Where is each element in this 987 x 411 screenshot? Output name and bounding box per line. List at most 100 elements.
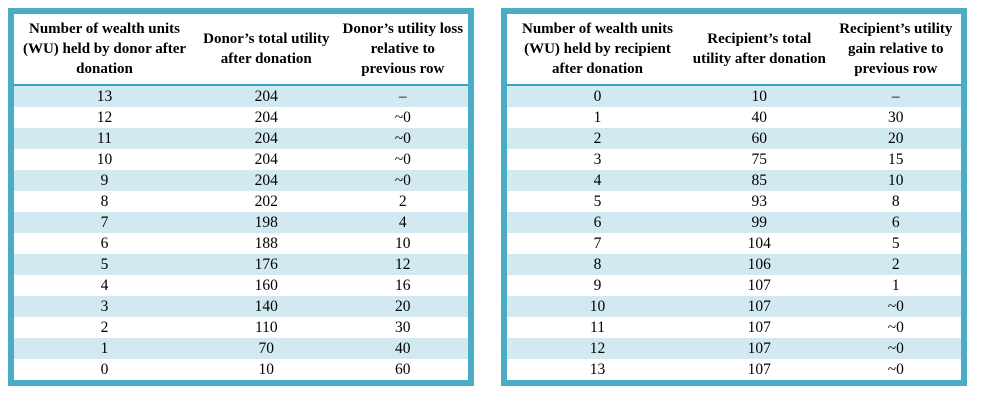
table-cell: 140 [254, 298, 278, 315]
table-cell: 10 [96, 151, 113, 168]
table-cell: ~0 [394, 109, 411, 126]
table-cell: 8 [100, 193, 109, 210]
table-row: 6 99 6 [504, 212, 964, 233]
table-cell: 188 [254, 235, 278, 252]
table-cell: 60 [751, 130, 768, 147]
donor-table-body: 13 204–12 204 ~0 11 204 ~0 10 204 ~0 9 204 ~0 8 202 2 7 1… [11, 85, 471, 383]
table-cell: 4 [593, 172, 602, 189]
table-cell: 16 [395, 277, 411, 294]
table-cell: 13 [589, 361, 606, 378]
table-cell: 2 [398, 193, 407, 210]
table-cell: 93 [751, 193, 768, 210]
table-row: 10 204 ~0 [11, 149, 471, 170]
table-row: 0 10 – [504, 85, 964, 107]
table-cell: 3 [593, 151, 602, 168]
table-cell: ~0 [394, 130, 411, 147]
table-cell: 4 [100, 277, 109, 294]
table-cell: 85 [751, 172, 768, 189]
table-row: 12 204 ~0 [11, 107, 471, 128]
table-cell: 107 [747, 298, 771, 315]
table-row: 1 70 40 [11, 338, 471, 359]
table-cell: 202 [254, 193, 278, 210]
table-cell: 204 [254, 151, 278, 168]
table-row: 0 10 60 [11, 359, 471, 383]
table-cell: 107 [747, 340, 771, 357]
table-row: 4 85 10 [504, 170, 964, 191]
table-cell: 6 [100, 235, 109, 252]
table-cell: 8 [891, 193, 900, 210]
table-cell: 7 [100, 214, 109, 231]
table-cell: 1 [593, 109, 602, 126]
table-row: 11 204 ~0 [11, 128, 471, 149]
table-cell: 60 [395, 361, 411, 378]
table-cell: 9 [593, 277, 602, 294]
column-header-recipient-total-utility: Recipient’s total utility after donation [688, 11, 831, 85]
recipient-table-header: Number of wealth units (WU) held by reci… [504, 11, 964, 85]
table-cell: 13 [96, 88, 113, 105]
table-cell: 104 [747, 235, 771, 252]
table-row: 5 93 8 [504, 191, 964, 212]
table-cell: 99 [751, 214, 768, 231]
table-cell: 5 [891, 235, 900, 252]
table-row: 5 176 12 [11, 254, 471, 275]
table-cell: 2 [100, 319, 109, 336]
table-cell: 1 [100, 340, 109, 357]
table-row: 1 40 30 [504, 107, 964, 128]
table-cell: 30 [395, 319, 411, 336]
table-cell: 12 [96, 109, 113, 126]
table-row: 13 107 ~0 [504, 359, 964, 383]
table-cell: 107 [747, 277, 771, 294]
table-cell: 20 [888, 130, 904, 147]
table-cell: 11 [590, 319, 605, 336]
donor-table: Number of wealth units (WU) held by dono… [8, 8, 474, 386]
table-row: 7 198 4 [11, 212, 471, 233]
table-cell: 9 [100, 172, 109, 189]
table-row: 10 107 ~0 [504, 296, 964, 317]
table-cell: 10 [258, 361, 275, 378]
table-cell: 106 [747, 256, 771, 273]
table-cell: 10 [751, 88, 768, 105]
table-cell: 110 [254, 319, 278, 336]
table-cell: 30 [888, 109, 904, 126]
table-cell: ~0 [887, 319, 904, 336]
recipient-table-body: 0 10–1 40 30 2 60 20 3 75 15 4 85 10 5 93 8 6 99 6 7 104 5 8 10… [504, 85, 964, 383]
table-cell: 107 [747, 319, 771, 336]
table-cell: 204 [254, 130, 278, 147]
tables-container: Number of wealth units (WU) held by dono… [8, 8, 967, 386]
table-cell: 204 [254, 172, 278, 189]
table-row: 6 188 10 [11, 233, 471, 254]
table-cell: 11 [97, 130, 112, 147]
table-row: 9 204 ~0 [11, 170, 471, 191]
donor-header-row: Number of wealth units (WU) held by dono… [11, 11, 471, 85]
table-cell: 2 [891, 256, 900, 273]
table-cell: 1 [891, 277, 900, 294]
recipient-table: Number of wealth units (WU) held by reci… [501, 8, 967, 386]
table-cell: 198 [254, 214, 278, 231]
recipient-header-row: Number of wealth units (WU) held by reci… [504, 11, 964, 85]
table-cell: 204 [254, 109, 278, 126]
table-cell: ~0 [394, 151, 411, 168]
table-cell: 40 [751, 109, 768, 126]
table-cell: 10 [888, 172, 904, 189]
table-row: 4 160 16 [11, 275, 471, 296]
table-cell: 5 [100, 256, 109, 273]
table-cell: 12 [395, 256, 411, 273]
table-row: 9 107 1 [504, 275, 964, 296]
table-cell: 15 [888, 151, 904, 168]
table-row: 3 75 15 [504, 149, 964, 170]
table-cell: – [891, 88, 900, 105]
table-cell: 12 [589, 340, 606, 357]
table-row: 7 104 5 [504, 233, 964, 254]
table-cell: ~0 [887, 340, 904, 357]
table-cell: 40 [395, 340, 411, 357]
table-cell: 0 [593, 88, 602, 105]
table-cell: 5 [593, 193, 602, 210]
table-cell: 2 [593, 130, 602, 147]
table-row: 8 106 2 [504, 254, 964, 275]
table-row: 8 202 2 [11, 191, 471, 212]
column-header-recipient-utility-gain: Recipient’s utility gain relative to pre… [830, 11, 964, 85]
column-header-donor-total-utility: Donor’s total utility after donation [195, 11, 338, 85]
table-cell: 0 [100, 361, 109, 378]
table-cell: ~0 [887, 361, 904, 378]
table-cell: 4 [398, 214, 407, 231]
